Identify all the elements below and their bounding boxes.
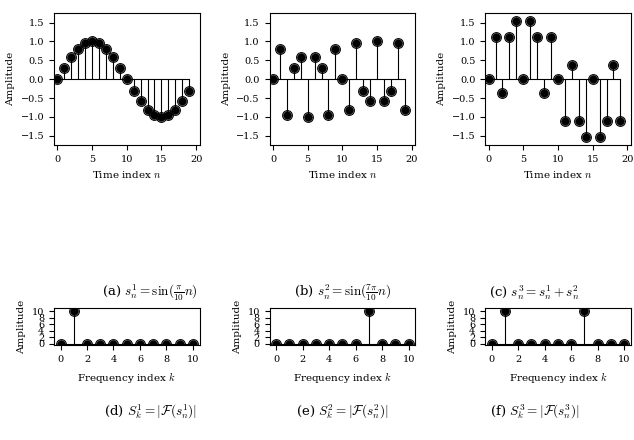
Y-axis label: Amplitude: Amplitude — [437, 52, 446, 106]
Text: (b) $s_n^2=\sin(\frac{7\pi}{10}n)$: (b) $s_n^2=\sin(\frac{7\pi}{10}n)$ — [294, 282, 391, 303]
Y-axis label: Amplitude: Amplitude — [6, 52, 15, 106]
X-axis label: Frequency index $k$: Frequency index $k$ — [293, 370, 392, 385]
X-axis label: Time index $n$: Time index $n$ — [92, 169, 162, 180]
Y-axis label: Amplitude: Amplitude — [17, 300, 26, 354]
X-axis label: Time index $n$: Time index $n$ — [307, 169, 377, 180]
Text: (a) $s_n^1=\sin(\frac{\pi}{10}n)$: (a) $s_n^1=\sin(\frac{\pi}{10}n)$ — [102, 282, 198, 303]
X-axis label: Time index $n$: Time index $n$ — [523, 169, 593, 180]
Text: (d) $S_k^1=|\mathcal{F}(s_n^1)|$: (d) $S_k^1=|\mathcal{F}(s_n^1)|$ — [103, 402, 197, 421]
Y-axis label: Amplitude: Amplitude — [222, 52, 231, 106]
Y-axis label: Amplitude: Amplitude — [448, 300, 458, 354]
Text: (e) $S_k^2=|\mathcal{F}(s_n^2)|$: (e) $S_k^2=|\mathcal{F}(s_n^2)|$ — [296, 402, 389, 421]
X-axis label: Frequency index $k$: Frequency index $k$ — [508, 370, 607, 385]
Text: (f) $S_k^3=|\mathcal{F}(s_n^3)|$: (f) $S_k^3=|\mathcal{F}(s_n^3)|$ — [490, 402, 579, 421]
Text: (c) $s_n^3=s_n^1+s_n^2$: (c) $s_n^3=s_n^1+s_n^2$ — [489, 283, 580, 302]
Y-axis label: Amplitude: Amplitude — [233, 300, 242, 354]
X-axis label: Frequency index $k$: Frequency index $k$ — [77, 370, 176, 385]
